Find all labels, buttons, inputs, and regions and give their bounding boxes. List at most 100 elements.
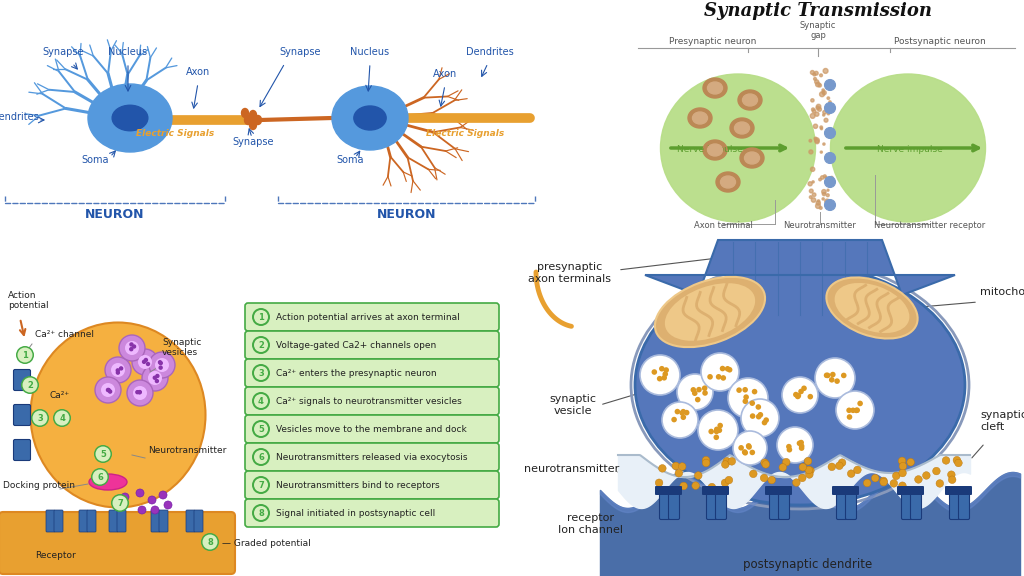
Circle shape (742, 450, 749, 456)
Circle shape (160, 362, 162, 365)
Circle shape (824, 103, 836, 113)
Text: Synapse: Synapse (42, 47, 84, 57)
Circle shape (824, 118, 828, 122)
Circle shape (854, 407, 860, 413)
Text: 6: 6 (97, 473, 103, 482)
Circle shape (811, 108, 815, 111)
Circle shape (23, 377, 38, 392)
Circle shape (763, 417, 769, 423)
FancyBboxPatch shape (13, 439, 31, 460)
Circle shape (822, 91, 826, 95)
Text: 4: 4 (258, 397, 264, 406)
Circle shape (809, 139, 812, 142)
Circle shape (117, 371, 120, 374)
Circle shape (164, 501, 172, 509)
Text: postsynaptic dendrite: postsynaptic dendrite (743, 558, 872, 571)
Circle shape (658, 465, 667, 472)
FancyBboxPatch shape (846, 488, 856, 520)
Text: synaptic
cleft: synaptic cleft (980, 410, 1024, 432)
Circle shape (132, 345, 135, 348)
Text: Electric Signals: Electric Signals (426, 129, 504, 138)
Circle shape (808, 182, 812, 186)
FancyBboxPatch shape (765, 486, 792, 495)
Ellipse shape (332, 86, 408, 150)
Text: Neurotransmitters released via exocytosis: Neurotransmitters released via exocytosi… (276, 453, 468, 462)
FancyBboxPatch shape (707, 488, 718, 520)
Circle shape (714, 434, 719, 440)
Circle shape (702, 390, 708, 396)
Ellipse shape (660, 74, 815, 222)
Circle shape (814, 71, 818, 75)
Circle shape (756, 404, 761, 410)
Circle shape (815, 358, 855, 398)
Circle shape (31, 409, 49, 427)
Ellipse shape (721, 176, 735, 188)
Circle shape (714, 429, 719, 434)
Text: presynaptic
axon terminals: presynaptic axon terminals (528, 262, 611, 283)
Circle shape (813, 73, 816, 76)
Circle shape (252, 392, 270, 410)
FancyBboxPatch shape (702, 486, 729, 495)
Circle shape (811, 98, 814, 102)
Circle shape (655, 479, 663, 487)
Circle shape (947, 471, 955, 479)
Circle shape (701, 353, 739, 391)
Circle shape (823, 111, 826, 114)
Circle shape (651, 369, 657, 375)
Circle shape (816, 104, 821, 109)
Circle shape (815, 112, 819, 116)
FancyBboxPatch shape (46, 510, 55, 532)
Circle shape (810, 113, 815, 118)
Ellipse shape (89, 474, 127, 490)
Text: Soma: Soma (81, 155, 109, 165)
Ellipse shape (354, 106, 386, 130)
Circle shape (768, 476, 775, 484)
FancyBboxPatch shape (117, 510, 126, 532)
FancyBboxPatch shape (245, 359, 499, 387)
Circle shape (680, 482, 687, 490)
Circle shape (750, 470, 757, 478)
Circle shape (811, 198, 816, 202)
Circle shape (880, 477, 888, 485)
Circle shape (823, 69, 828, 73)
Circle shape (828, 463, 836, 471)
Ellipse shape (692, 112, 708, 124)
Circle shape (708, 483, 716, 491)
Circle shape (111, 363, 125, 377)
Circle shape (816, 106, 819, 109)
Circle shape (742, 399, 749, 404)
Text: Docking protein: Docking protein (3, 481, 75, 490)
Circle shape (815, 139, 819, 144)
Text: mitochondrion: mitochondrion (980, 287, 1024, 297)
Text: Nerve impulse: Nerve impulse (677, 145, 742, 154)
Circle shape (815, 82, 820, 87)
Circle shape (22, 376, 39, 394)
Ellipse shape (242, 108, 249, 118)
Text: — Graded potential: — Graded potential (222, 539, 310, 548)
Circle shape (151, 506, 159, 514)
Circle shape (762, 420, 767, 426)
Circle shape (812, 193, 816, 196)
Circle shape (662, 375, 667, 381)
Circle shape (758, 412, 763, 418)
Circle shape (736, 387, 741, 393)
Text: Neurotransmitter receptor: Neurotransmitter receptor (874, 221, 986, 230)
Circle shape (702, 456, 710, 464)
Circle shape (203, 535, 217, 550)
Circle shape (138, 355, 152, 369)
FancyBboxPatch shape (0, 512, 234, 574)
Text: 5: 5 (100, 450, 105, 459)
Circle shape (827, 97, 829, 100)
Circle shape (741, 449, 748, 455)
Circle shape (113, 495, 128, 510)
Circle shape (799, 444, 805, 449)
Circle shape (815, 203, 820, 209)
Circle shape (684, 410, 689, 415)
Circle shape (823, 373, 829, 378)
Circle shape (824, 199, 829, 204)
Circle shape (133, 386, 147, 400)
Circle shape (809, 189, 813, 193)
Circle shape (799, 445, 805, 451)
Circle shape (92, 469, 108, 484)
Circle shape (746, 444, 752, 450)
